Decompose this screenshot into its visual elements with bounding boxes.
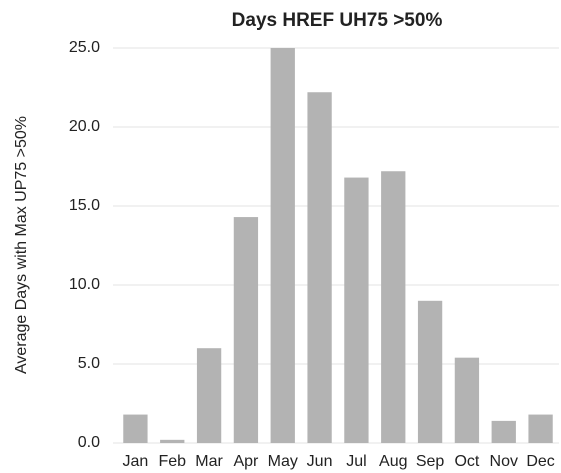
bar xyxy=(233,217,259,443)
x-tick-label: Sep xyxy=(416,453,445,470)
x-tick-label: Mar xyxy=(195,453,223,470)
bar xyxy=(196,348,222,443)
bar xyxy=(417,300,443,443)
bar xyxy=(270,48,295,443)
y-tick-label: 25.0 xyxy=(69,39,100,56)
bar xyxy=(528,414,553,443)
chart-title: Days HREF UH75 >50% xyxy=(232,10,443,31)
y-tick-label: 10.0 xyxy=(69,276,100,293)
x-tick-label: Dec xyxy=(526,453,554,470)
x-tick-label: Oct xyxy=(454,453,479,470)
bar xyxy=(381,171,406,444)
bar xyxy=(123,414,148,443)
x-tick-label: Nov xyxy=(490,453,518,470)
bar xyxy=(491,420,516,443)
bar xyxy=(344,177,369,443)
bar xyxy=(160,439,185,443)
x-tick-label: May xyxy=(268,453,298,470)
y-tick-label: 0.0 xyxy=(78,434,100,451)
y-tick-label: 15.0 xyxy=(69,197,100,214)
bar xyxy=(307,92,332,444)
x-tick-label: Aug xyxy=(379,453,407,470)
x-tick-label: Apr xyxy=(233,453,259,470)
y-axis-label: Average Days with Max UP75 >50% xyxy=(13,116,30,374)
y-tick-label: 5.0 xyxy=(78,355,100,372)
y-tick-label: 20.0 xyxy=(69,118,100,135)
x-tick-label: Jan xyxy=(123,453,149,470)
x-tick-label: Jul xyxy=(346,453,366,470)
x-tick-label: Jun xyxy=(307,453,333,470)
bar xyxy=(454,357,480,443)
x-tick-label: Feb xyxy=(158,453,186,470)
